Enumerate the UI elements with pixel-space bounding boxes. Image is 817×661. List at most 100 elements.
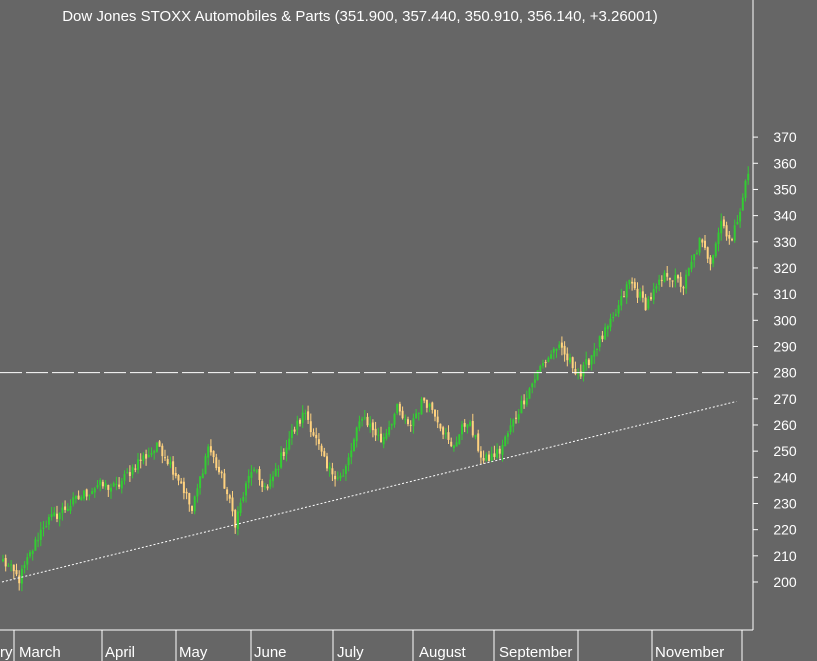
candle-up bbox=[350, 450, 353, 458]
candle-down bbox=[409, 424, 412, 426]
y-tick-label: 310 bbox=[773, 286, 797, 302]
candle-down bbox=[668, 277, 671, 280]
candle-up bbox=[577, 373, 580, 375]
candle-down bbox=[212, 450, 215, 458]
y-tick-label: 260 bbox=[773, 417, 797, 433]
candle-down bbox=[4, 558, 7, 567]
candle-up bbox=[88, 494, 91, 496]
x-tick-label: April bbox=[105, 644, 135, 661]
candle-up bbox=[647, 298, 650, 309]
candle-down bbox=[371, 422, 374, 431]
candle-up bbox=[474, 434, 477, 438]
candle-down bbox=[139, 459, 142, 461]
candle-down bbox=[223, 473, 226, 489]
candle-down bbox=[498, 448, 501, 454]
candle-down bbox=[704, 240, 706, 248]
candle-down bbox=[334, 475, 337, 480]
candle-up bbox=[112, 483, 115, 487]
candle-up bbox=[444, 433, 447, 435]
candle-down bbox=[650, 297, 652, 300]
candle-up bbox=[517, 414, 520, 420]
candle-down bbox=[18, 575, 21, 584]
candle-down bbox=[479, 451, 482, 458]
x-tick-label: ry bbox=[0, 644, 13, 661]
candle-up bbox=[236, 511, 239, 530]
candle-up bbox=[37, 540, 40, 542]
candle-down bbox=[731, 239, 733, 241]
y-tick-label: 240 bbox=[773, 469, 797, 485]
candle-up bbox=[536, 370, 539, 380]
chart-title: Dow Jones STOXX Automobiles & Parts (351… bbox=[62, 8, 658, 25]
candle-down bbox=[450, 441, 453, 447]
y-tick-label: 360 bbox=[773, 155, 797, 171]
y-tick-label: 300 bbox=[773, 312, 797, 328]
candle-up bbox=[628, 279, 631, 285]
x-tick-label: July bbox=[337, 644, 364, 661]
candle-up bbox=[417, 412, 420, 414]
candle-down bbox=[728, 234, 731, 239]
candle-up bbox=[687, 268, 690, 276]
candle-down bbox=[401, 410, 404, 419]
candle-down bbox=[434, 409, 436, 417]
candle-up bbox=[461, 424, 463, 435]
candle-up bbox=[420, 399, 423, 415]
candle-up bbox=[404, 419, 407, 421]
candle-down bbox=[317, 439, 320, 445]
candle-up bbox=[344, 466, 347, 474]
candle-up bbox=[255, 470, 258, 472]
y-tick-label: 290 bbox=[773, 338, 797, 354]
candle-up bbox=[620, 296, 623, 306]
candle-up bbox=[452, 445, 455, 449]
candle-down bbox=[425, 399, 428, 408]
candle-up bbox=[393, 414, 396, 425]
candle-down bbox=[574, 369, 577, 375]
candle-down bbox=[706, 247, 709, 259]
candle-up bbox=[512, 419, 515, 427]
candle-up bbox=[388, 426, 391, 435]
y-tick-label: 370 bbox=[773, 129, 797, 145]
candle-up bbox=[550, 354, 553, 359]
candle-up bbox=[593, 350, 596, 357]
candle-up bbox=[714, 243, 717, 257]
candle-down bbox=[477, 433, 480, 451]
candle-up bbox=[250, 472, 253, 478]
candle-up bbox=[347, 457, 350, 466]
candle-up bbox=[207, 446, 210, 458]
candle-down bbox=[677, 275, 679, 279]
candle-down bbox=[307, 411, 310, 420]
candle-down bbox=[544, 362, 547, 364]
candle-up bbox=[604, 327, 607, 340]
candle-up bbox=[355, 427, 358, 442]
candle-up bbox=[741, 197, 744, 211]
y-tick-label: 340 bbox=[773, 208, 797, 224]
candle-down bbox=[234, 510, 237, 528]
candle-down bbox=[188, 493, 191, 505]
candle-down bbox=[563, 345, 566, 355]
candle-down bbox=[320, 445, 323, 452]
candle-up bbox=[496, 449, 499, 458]
candle-down bbox=[161, 445, 164, 457]
candle-up bbox=[131, 467, 134, 475]
candle-up bbox=[336, 477, 339, 479]
candle-up bbox=[26, 557, 29, 565]
candle-up bbox=[29, 552, 31, 557]
candle-up bbox=[695, 252, 698, 255]
candle-up bbox=[685, 274, 688, 289]
candle-up bbox=[585, 359, 588, 365]
x-axis: ry March April May June July August September No… bbox=[0, 630, 743, 661]
candle-down bbox=[701, 239, 704, 243]
candle-down bbox=[463, 422, 466, 427]
candle-up bbox=[639, 291, 642, 298]
candle-up bbox=[253, 469, 256, 471]
candle-up bbox=[382, 436, 385, 445]
candle-up bbox=[531, 383, 534, 388]
candle-up bbox=[501, 444, 504, 455]
candle-down bbox=[266, 486, 269, 489]
candle-down bbox=[442, 427, 445, 435]
candle-up bbox=[509, 425, 512, 433]
candle-down bbox=[166, 459, 169, 464]
candle-down bbox=[220, 471, 223, 474]
candle-down bbox=[725, 225, 728, 237]
candle-up bbox=[369, 423, 372, 428]
candle-up bbox=[91, 491, 94, 495]
